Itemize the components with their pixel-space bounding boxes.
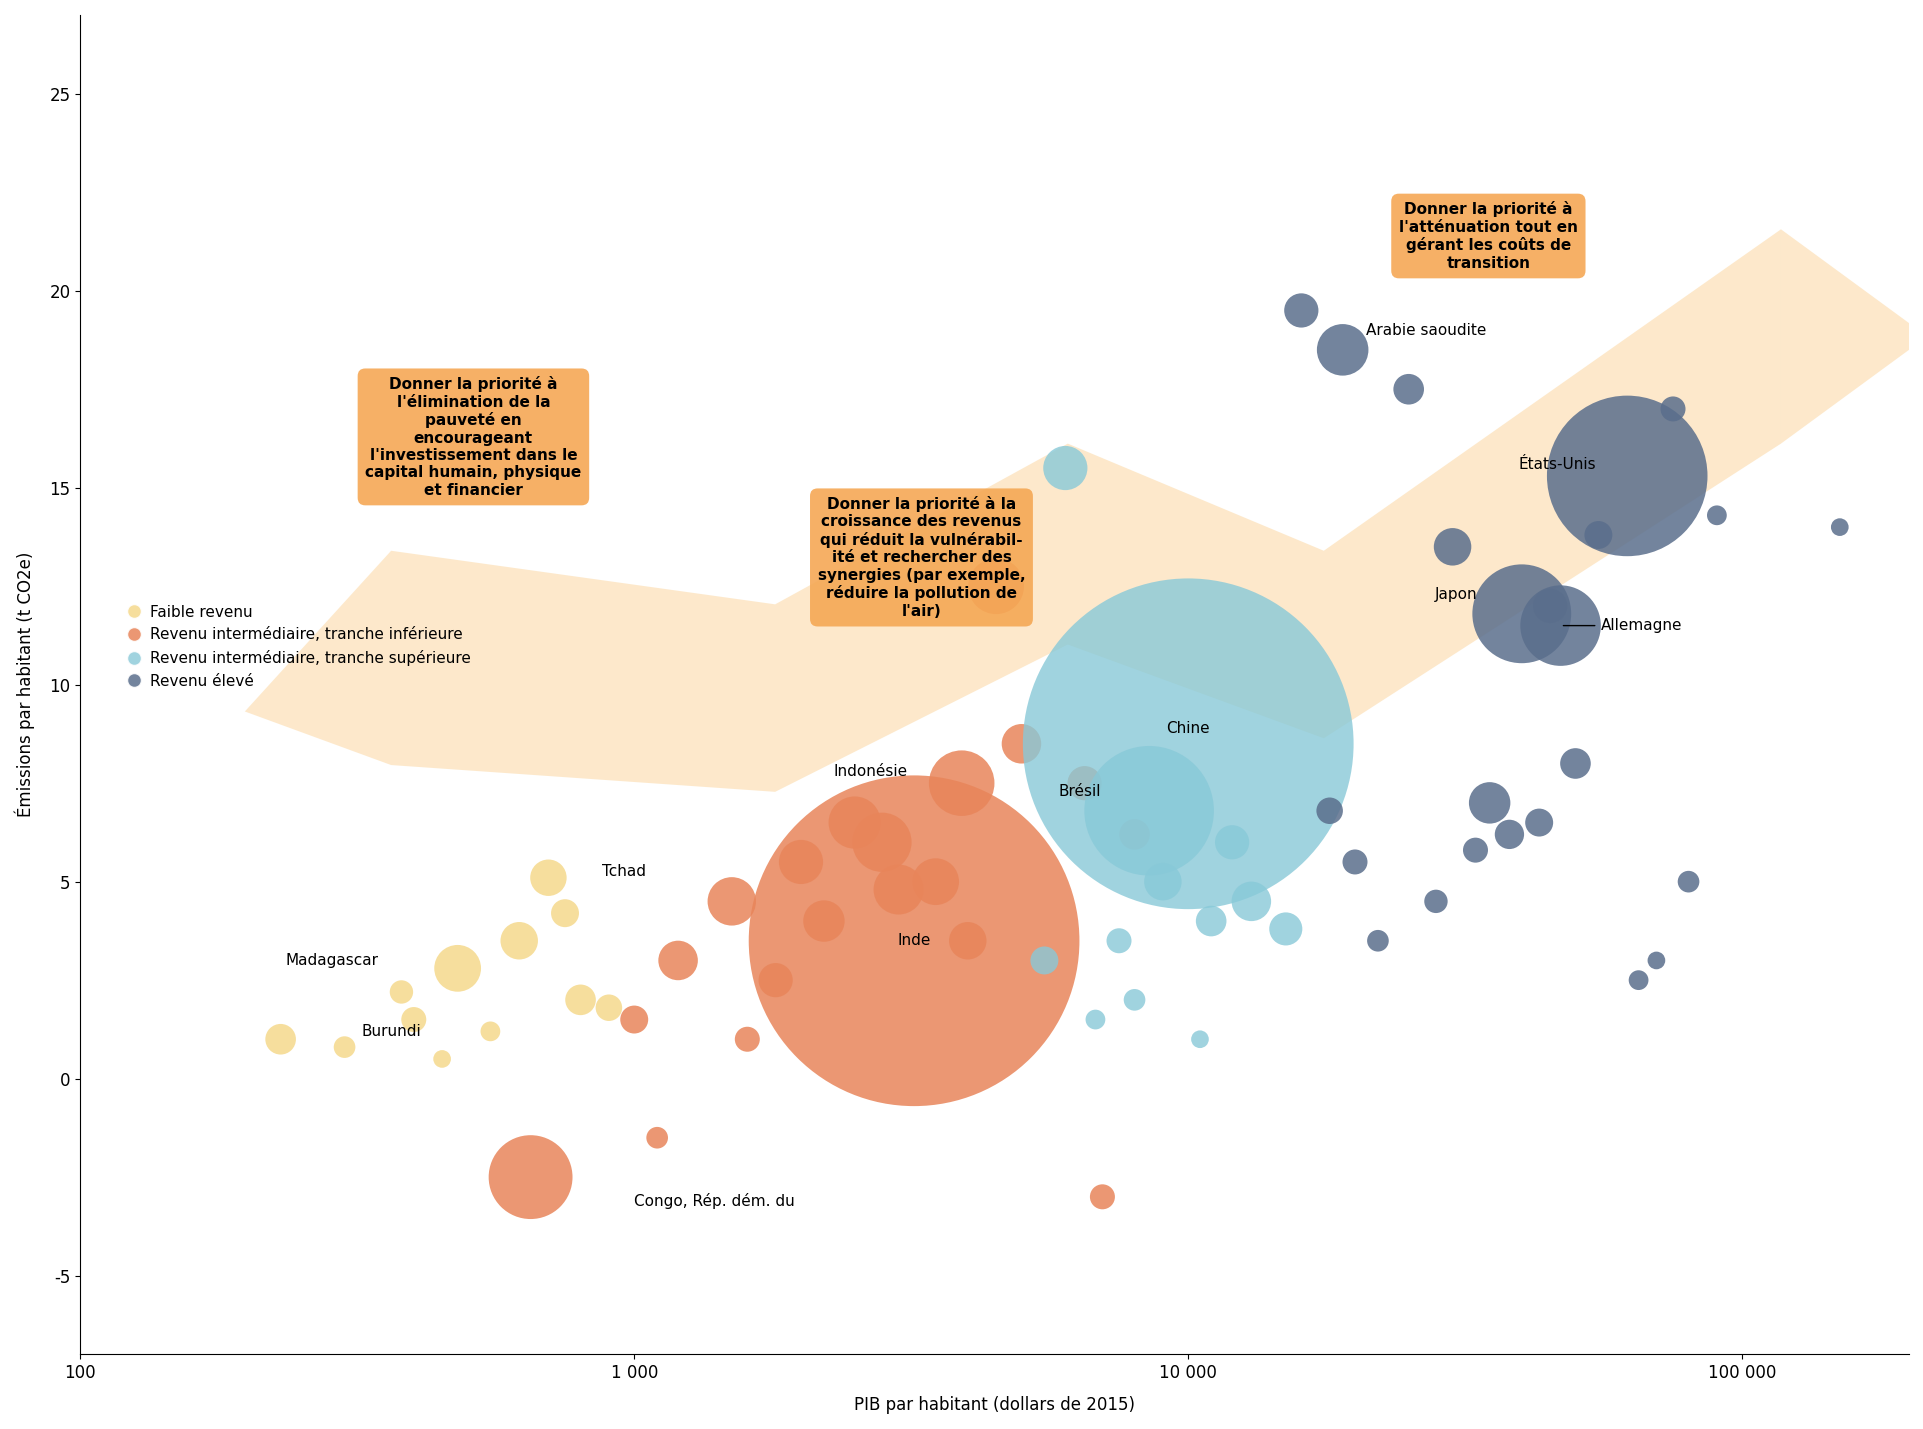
Revenu élevé — [1623, 969, 1654, 992]
Revenu intermédiaire, tranche inférieure — [981, 574, 1011, 597]
Text: Tchad: Tchad — [602, 865, 646, 879]
Text: États-Unis: États-Unis — [1517, 457, 1596, 472]
Revenu élevé — [1460, 839, 1490, 862]
Faible revenu — [565, 989, 596, 1012]
Revenu intermédiaire, tranche inférieure — [662, 949, 692, 972]
Text: Donner la priorité à la
croissance des revenus
qui réduit la vulnérabil-
ité et : Donner la priorité à la croissance des r… — [817, 496, 1025, 619]
Revenu élevé — [1611, 464, 1642, 487]
Revenu intermédiaire, tranche inférieure — [898, 929, 929, 952]
Legend: Faible revenu, Revenu intermédiaire, tranche inférieure, Revenu intermédiaire, t: Faible revenu, Revenu intermédiaire, tra… — [125, 599, 477, 694]
Revenu intermédiaire, tranche inférieure — [515, 1166, 546, 1189]
Revenu élevé — [1436, 536, 1467, 559]
Revenu élevé — [1544, 614, 1575, 637]
Revenu intermédiaire, tranche inférieure — [642, 1126, 673, 1149]
Revenu intermédiaire, tranche supérieure — [1050, 457, 1081, 480]
Revenu intermédiaire, tranche inférieure — [785, 850, 815, 873]
Revenu intermédiaire, tranche inférieure — [1086, 1186, 1117, 1209]
Revenu intermédiaire, tranche inférieure — [715, 890, 746, 913]
Faible revenu — [427, 1047, 458, 1070]
Polygon shape — [244, 229, 1781, 792]
Revenu élevé — [1361, 929, 1392, 952]
Revenu élevé — [1523, 812, 1554, 835]
Revenu élevé — [1640, 949, 1671, 972]
Revenu élevé — [1658, 397, 1688, 420]
Faible revenu — [504, 929, 535, 952]
Y-axis label: Émissions par habitant (t CO2e): Émissions par habitant (t CO2e) — [15, 552, 35, 817]
Revenu intermédiaire, tranche supérieure — [1079, 1007, 1110, 1030]
Revenu intermédiaire, tranche inférieure — [838, 812, 869, 835]
Revenu intermédiaire, tranche inférieure — [1069, 772, 1100, 795]
Text: Allemagne: Allemagne — [1563, 619, 1681, 633]
X-axis label: PIB par habitant (dollars de 2015): PIB par habitant (dollars de 2015) — [854, 1396, 1135, 1415]
Revenu élevé — [1285, 299, 1315, 322]
Faible revenu — [329, 1036, 360, 1059]
Revenu intermédiaire, tranche supérieure — [1173, 732, 1204, 755]
Text: Congo, Rép. dém. du: Congo, Rép. dém. du — [635, 1193, 794, 1209]
Faible revenu — [533, 866, 563, 889]
Faible revenu — [475, 1020, 506, 1043]
Polygon shape — [1781, 229, 1923, 443]
Revenu intermédiaire, tranche inférieure — [760, 969, 790, 992]
Revenu intermédiaire, tranche supérieure — [1146, 870, 1177, 893]
Revenu élevé — [1535, 594, 1565, 617]
Revenu intermédiaire, tranche inférieure — [808, 910, 838, 933]
Revenu intermédiaire, tranche inférieure — [919, 870, 950, 893]
Revenu élevé — [1823, 516, 1854, 539]
Text: Burundi: Burundi — [362, 1023, 421, 1039]
Revenu élevé — [1473, 792, 1504, 815]
Revenu élevé — [1419, 890, 1450, 913]
Text: Arabie saoudite: Arabie saoudite — [1365, 323, 1485, 337]
Text: Inde: Inde — [896, 933, 931, 949]
Revenu intermédiaire, tranche inférieure — [731, 1027, 762, 1050]
Revenu intermédiaire, tranche inférieure — [1006, 732, 1036, 755]
Revenu élevé — [1560, 752, 1590, 775]
Revenu élevé — [1313, 799, 1344, 822]
Revenu intermédiaire, tranche supérieure — [1119, 989, 1150, 1012]
Revenu intermédiaire, tranche supérieure — [1104, 929, 1135, 952]
Revenu intermédiaire, tranche supérieure — [1235, 890, 1265, 913]
Text: Donner la priorité à
l'élimination de la
pauveté en
encourageant
l'investissemen: Donner la priorité à l'élimination de la… — [365, 376, 581, 497]
Text: Brésil: Brésil — [1058, 783, 1100, 799]
Faible revenu — [550, 902, 581, 925]
Revenu élevé — [1673, 870, 1704, 893]
Revenu intermédiaire, tranche inférieure — [1119, 823, 1150, 846]
Revenu intermédiaire, tranche inférieure — [952, 929, 983, 952]
Faible revenu — [265, 1027, 296, 1050]
Text: Madagascar: Madagascar — [285, 953, 379, 967]
Revenu élevé — [1583, 523, 1613, 546]
Faible revenu — [592, 996, 623, 1019]
Revenu intermédiaire, tranche inférieure — [619, 1007, 650, 1030]
Revenu intermédiaire, tranche supérieure — [1133, 799, 1163, 822]
Faible revenu — [442, 957, 473, 980]
Revenu intermédiaire, tranche inférieure — [865, 830, 896, 853]
Text: Chine: Chine — [1165, 720, 1210, 736]
Revenu intermédiaire, tranche inférieure — [946, 772, 977, 795]
Text: Donner la priorité à
l'atténuation tout en
gérant les coûts de
transition: Donner la priorité à l'atténuation tout … — [1398, 201, 1577, 270]
Revenu intermédiaire, tranche inférieure — [883, 877, 913, 900]
Revenu élevé — [1506, 603, 1536, 626]
Revenu élevé — [1338, 850, 1369, 873]
Revenu élevé — [1494, 823, 1525, 846]
Revenu élevé — [1392, 377, 1423, 400]
Revenu intermédiaire, tranche supérieure — [1215, 830, 1246, 853]
Revenu intermédiaire, tranche supérieure — [1029, 949, 1060, 972]
Faible revenu — [387, 980, 417, 1003]
Revenu élevé — [1700, 504, 1731, 527]
Revenu intermédiaire, tranche supérieure — [1196, 910, 1227, 933]
Revenu intermédiaire, tranche supérieure — [1185, 1027, 1215, 1050]
Revenu élevé — [1327, 339, 1358, 362]
Text: Japon: Japon — [1433, 587, 1477, 602]
Revenu intermédiaire, tranche supérieure — [1269, 917, 1300, 940]
Text: Indonésie: Indonésie — [833, 765, 908, 779]
Faible revenu — [398, 1007, 429, 1030]
